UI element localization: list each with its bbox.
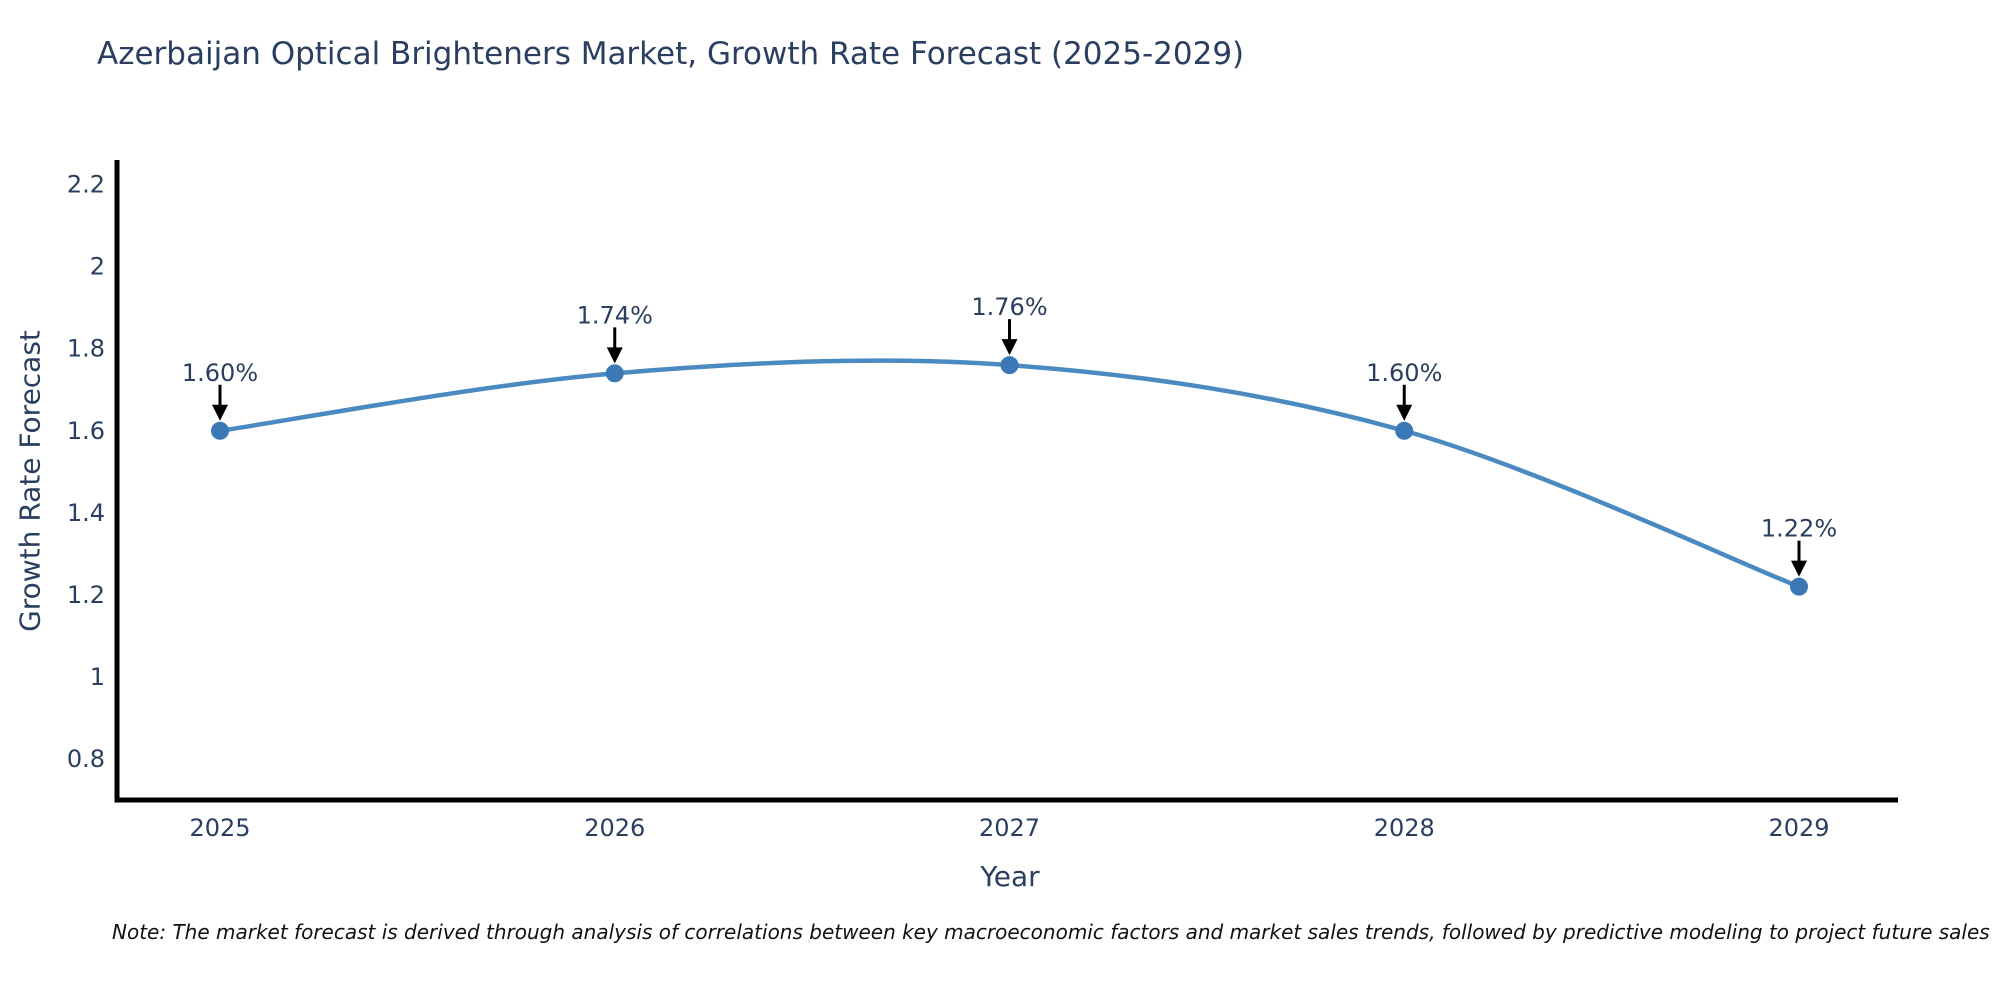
- x-tick-label: 2029: [1768, 814, 1829, 842]
- annotation-arrowhead: [1396, 404, 1413, 421]
- trend-line: [217, 358, 1802, 589]
- annotation-label: 1.60%: [182, 359, 258, 387]
- annotation-arrowhead: [606, 347, 623, 364]
- annotation-arrowhead: [1001, 339, 1018, 356]
- annotation-arrowhead: [1791, 560, 1807, 577]
- x-tick-label: 2026: [584, 814, 645, 842]
- y-tick-label: 1.2: [67, 581, 105, 609]
- annotation-label: 1.76%: [971, 293, 1047, 321]
- chart-title: Azerbaijan Optical Brighteners Market, G…: [97, 36, 1245, 72]
- footnote: Note: The market forecast is derived thr…: [112, 920, 1990, 944]
- y-tick-label: 1: [90, 663, 105, 691]
- data-point-marker: [1790, 577, 1808, 596]
- data-point-marker: [1395, 421, 1414, 440]
- y-tick-label: 2.2: [67, 171, 105, 199]
- y-tick-label: 1.4: [67, 499, 105, 527]
- annotation-label: 1.60%: [1366, 359, 1442, 387]
- x-tick-label: 2025: [189, 814, 250, 842]
- x-tick-label: 2027: [979, 814, 1040, 842]
- data-point-marker: [1000, 356, 1019, 375]
- x-axis-title: Year: [980, 860, 1040, 893]
- y-tick-label: 0.8: [67, 745, 105, 773]
- y-tick-label: 1.8: [67, 335, 105, 363]
- y-tick-label: 2: [90, 253, 105, 281]
- y-tick-label: 1.6: [67, 417, 105, 445]
- data-point-marker: [605, 364, 624, 383]
- annotation-label: 1.74%: [577, 301, 653, 329]
- x-tick-label: 2028: [1374, 814, 1435, 842]
- annotation-arrowhead: [212, 404, 228, 421]
- annotation-label: 1.22%: [1761, 515, 1837, 543]
- data-point-marker: [211, 421, 229, 440]
